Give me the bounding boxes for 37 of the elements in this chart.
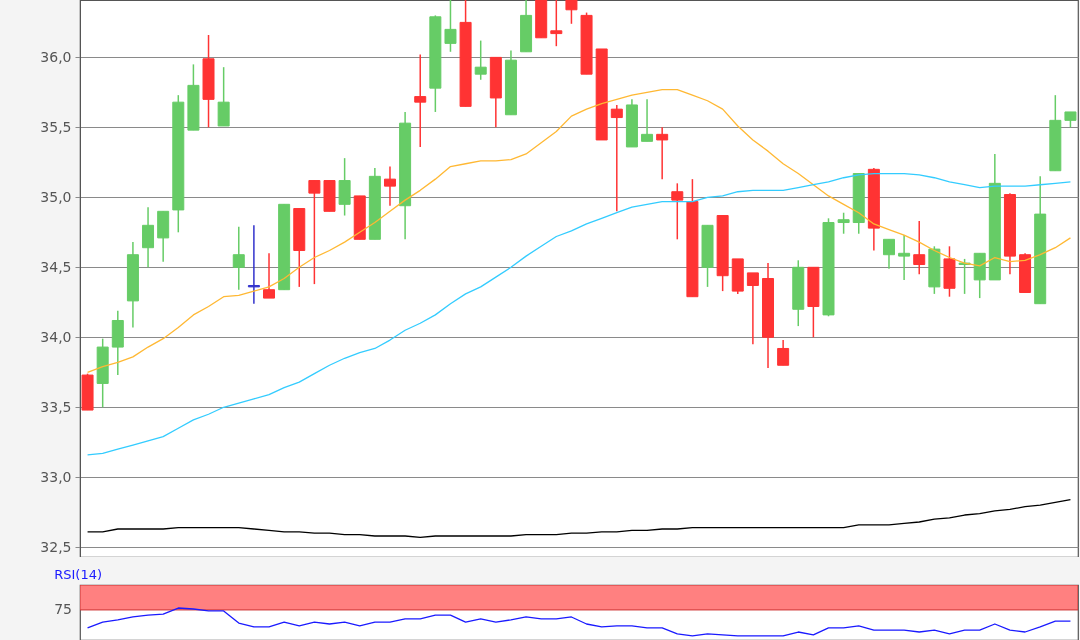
candlestick	[338, 157, 351, 217]
candlestick	[656, 126, 669, 180]
candlestick	[958, 258, 971, 295]
candlestick	[746, 272, 759, 346]
y-tick-label: 36,0	[40, 48, 72, 65]
candlestick	[308, 179, 321, 285]
candlestick	[777, 339, 790, 367]
candlestick	[610, 104, 623, 213]
candlestick	[882, 238, 895, 270]
candlestick	[217, 66, 230, 127]
candlestick	[565, 0, 578, 25]
y-tick-label: 35,0	[40, 188, 72, 205]
line-series	[86, 172, 1072, 456]
y-tick-label: 32,5	[40, 538, 72, 555]
text: 75	[54, 600, 72, 617]
candlestick	[414, 53, 427, 148]
chart-title: RSI(14)	[54, 567, 102, 582]
candlestick	[550, 0, 563, 47]
candlestick	[837, 211, 850, 235]
candlestick	[263, 252, 276, 299]
candlestick	[247, 224, 260, 305]
candlestick	[444, 0, 457, 53]
candlestick	[474, 39, 487, 81]
candlestick	[383, 165, 396, 207]
candlestick	[913, 220, 926, 276]
candlestick	[142, 206, 155, 269]
y-tick-label: 33,0	[40, 468, 72, 485]
line-series	[86, 88, 1072, 373]
candlestick	[898, 234, 911, 281]
y-tick-label: 33,5	[40, 398, 72, 415]
candlestick	[232, 225, 245, 291]
y-tick-label: 34,5	[40, 258, 72, 275]
candlestick	[671, 182, 684, 241]
candlestick	[641, 98, 654, 143]
y-tick-label: 34,0	[40, 328, 72, 345]
y-tick-label: 35,5	[40, 118, 72, 135]
line-series	[86, 498, 1072, 539]
